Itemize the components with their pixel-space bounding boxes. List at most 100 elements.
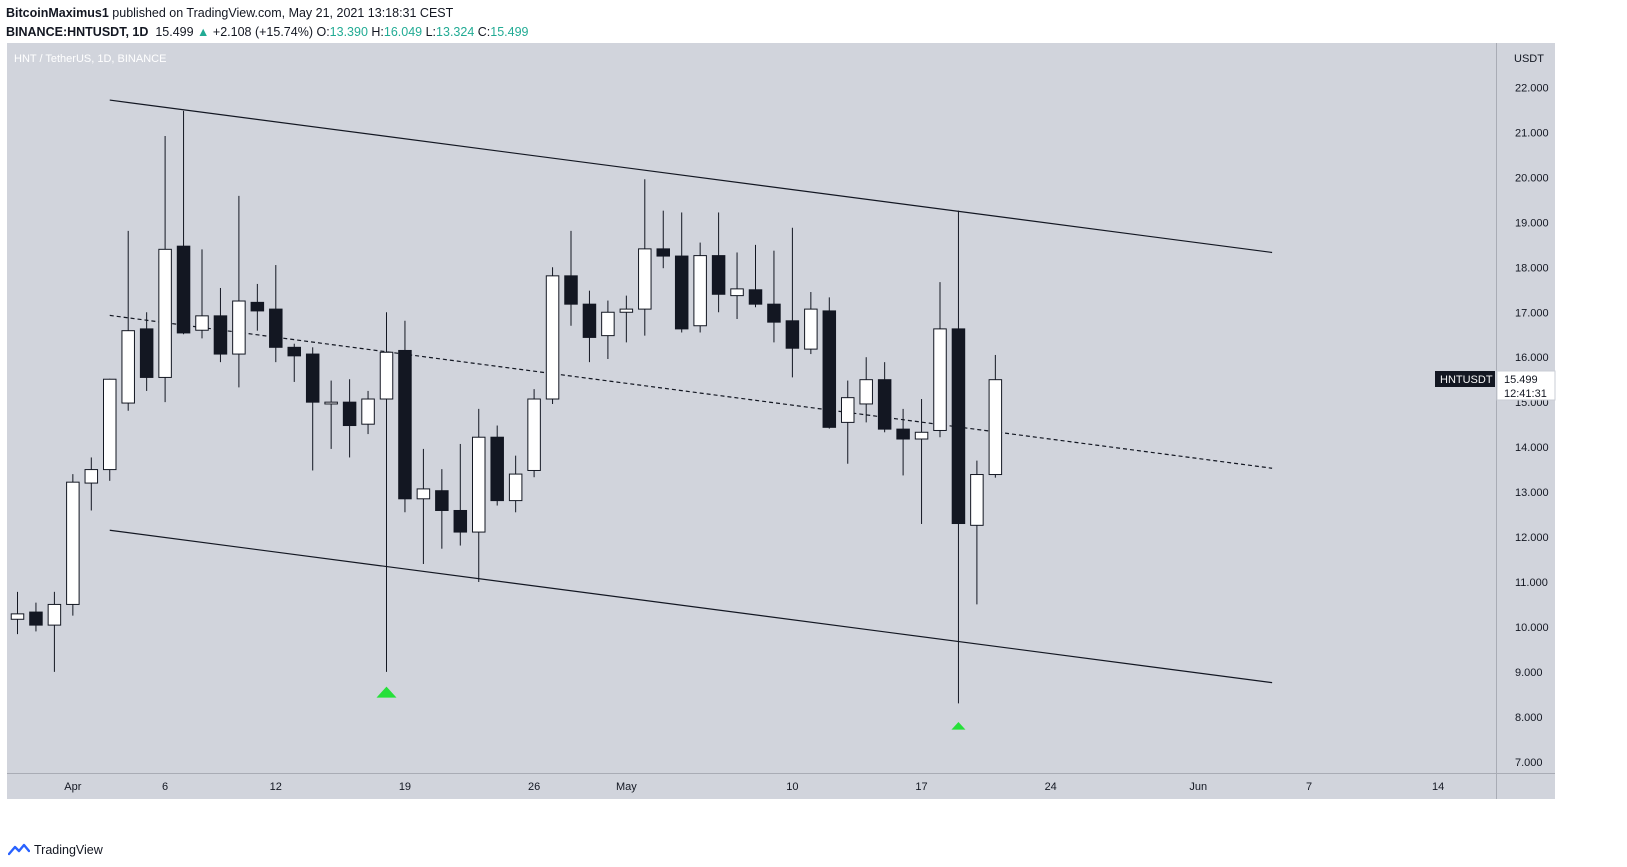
candle-body-up <box>970 474 984 526</box>
candle-body-up <box>804 308 818 350</box>
author-name[interactable]: BitcoinMaximus1 <box>6 6 109 20</box>
brand-name[interactable]: TradingView <box>34 843 103 857</box>
y-tick-label: 12.000 <box>1515 532 1549 544</box>
candle-body-down <box>29 611 43 626</box>
candle-body-down <box>435 490 449 511</box>
candle-body-down <box>711 255 726 295</box>
x-tick-label: 6 <box>162 781 168 793</box>
change-up-icon: ▲ <box>197 25 210 39</box>
candle-body-up <box>693 255 707 327</box>
x-tick-label: 26 <box>528 781 540 793</box>
low-label: L: <box>425 25 437 39</box>
candle-body-down <box>269 308 283 348</box>
price-chart[interactable]: HNT / TetherUS, 1D, BINANCE USDT 7.000 8.… <box>0 0 1627 840</box>
y-tick-label: 10.000 <box>1515 622 1549 634</box>
candle-body-up <box>730 288 744 297</box>
candle-body-down <box>342 401 357 427</box>
candle-body-up <box>324 401 338 405</box>
plot-area[interactable] <box>7 43 1555 799</box>
trendline-upper <box>109 99 1273 254</box>
price-tag-bg <box>1496 370 1556 401</box>
candle-body-up <box>158 248 172 378</box>
candle-body-up <box>103 378 117 471</box>
high-value: 16.049 <box>383 25 423 39</box>
y-tick-label: 13.000 <box>1515 487 1549 499</box>
trendline-middle <box>109 314 1273 469</box>
countdown-text: 12:41:31 <box>1504 388 1547 400</box>
x-tick-label: 7 <box>1306 781 1312 793</box>
x-tick-label: 14 <box>1432 781 1444 793</box>
x-tick-label: 24 <box>1045 781 1057 793</box>
x-tick-label: 19 <box>399 781 411 793</box>
candle-body-down <box>305 353 320 403</box>
chart-header: BitcoinMaximus1 published on TradingView… <box>6 4 1606 42</box>
change-value: +2.108 (+15.74%) <box>212 25 313 39</box>
candle-body-up <box>121 330 135 404</box>
x-tick-label: 10 <box>786 781 798 793</box>
candle-body-up <box>47 603 62 626</box>
open-label: O: <box>316 25 330 39</box>
candle-body-down <box>656 248 670 257</box>
close-label: C: <box>477 25 491 39</box>
candle-body-up <box>914 431 929 440</box>
candle-body-up <box>10 613 25 620</box>
candle-body-down <box>822 310 837 428</box>
symbol-tag-text: HNTUSDT <box>1440 374 1493 386</box>
candle-body-up <box>841 397 855 423</box>
candle-body-up <box>933 328 947 431</box>
symbol-tag-bg <box>1435 371 1495 387</box>
candle-body-up <box>508 473 523 502</box>
price-tag-text: 15.499 <box>1504 374 1538 386</box>
candle-body-up <box>988 379 1003 476</box>
currency-label: USDT <box>1514 53 1544 65</box>
tradingview-logo-icon[interactable] <box>8 843 30 857</box>
x-tick-label: 17 <box>915 781 927 793</box>
candle-body-up <box>619 308 634 313</box>
candle-body-down <box>877 379 892 430</box>
last-price-tag: HNTUSDT 15.499 12:41:31 <box>1435 370 1556 401</box>
last-price: 15.499 <box>155 25 194 39</box>
close-value: 15.499 <box>490 25 529 39</box>
y-tick-label: 20.000 <box>1515 172 1549 184</box>
footer: TradingView <box>8 840 103 860</box>
ohlc-line: BINANCE:HNTUSDT, 1D 15.499 ▲ +2.108 (+15… <box>6 23 1606 42</box>
candle-body-up <box>232 300 246 355</box>
candle-body-up <box>859 379 873 405</box>
symbol-label[interactable]: BINANCE:HNTUSDT, 1D <box>6 25 149 39</box>
candle-body-down <box>896 428 910 440</box>
y-tick-label: 19.000 <box>1515 217 1549 229</box>
y-tick-label: 7.000 <box>1515 757 1543 769</box>
high-label: H: <box>371 25 384 39</box>
y-tick-label: 21.000 <box>1515 127 1549 139</box>
channel-lines <box>109 99 1273 684</box>
candle-body-up <box>527 398 541 471</box>
x-axis-ticks: Apr 6 12 19 26 May 10 17 24 Jun 7 14 <box>64 781 1444 793</box>
candle-body-down <box>250 301 265 312</box>
candle-body-down <box>785 320 800 349</box>
x-tick-label: Apr <box>64 781 81 793</box>
candle-body-down <box>453 509 468 533</box>
candle-body-down <box>176 245 191 334</box>
candle-body-down <box>582 303 597 338</box>
candle-body-down <box>748 289 763 305</box>
candle-body-up <box>66 481 80 605</box>
y-tick-label: 17.000 <box>1515 307 1549 319</box>
y-tick-label: 8.000 <box>1515 712 1543 724</box>
candles <box>10 110 1003 704</box>
x-tick-label: May <box>616 781 637 793</box>
y-tick-label: 18.000 <box>1515 262 1549 274</box>
publish-line: BitcoinMaximus1 published on TradingView… <box>6 4 1606 23</box>
candle-body-up <box>84 469 99 484</box>
chart-title: HNT / TetherUS, 1D, BINANCE <box>14 53 166 65</box>
candle-body-up <box>638 248 652 310</box>
candle-body-up <box>545 275 560 400</box>
signal-markers <box>376 686 966 730</box>
trendline-lower <box>109 529 1273 684</box>
candle-body-up <box>472 436 486 533</box>
triangle-up-icon <box>376 686 397 698</box>
candle-body-down <box>674 255 689 330</box>
candle-body-up <box>601 311 615 337</box>
y-tick-label: 22.000 <box>1515 83 1549 95</box>
candle-body-up <box>379 351 394 400</box>
candle-body-down <box>139 328 154 378</box>
